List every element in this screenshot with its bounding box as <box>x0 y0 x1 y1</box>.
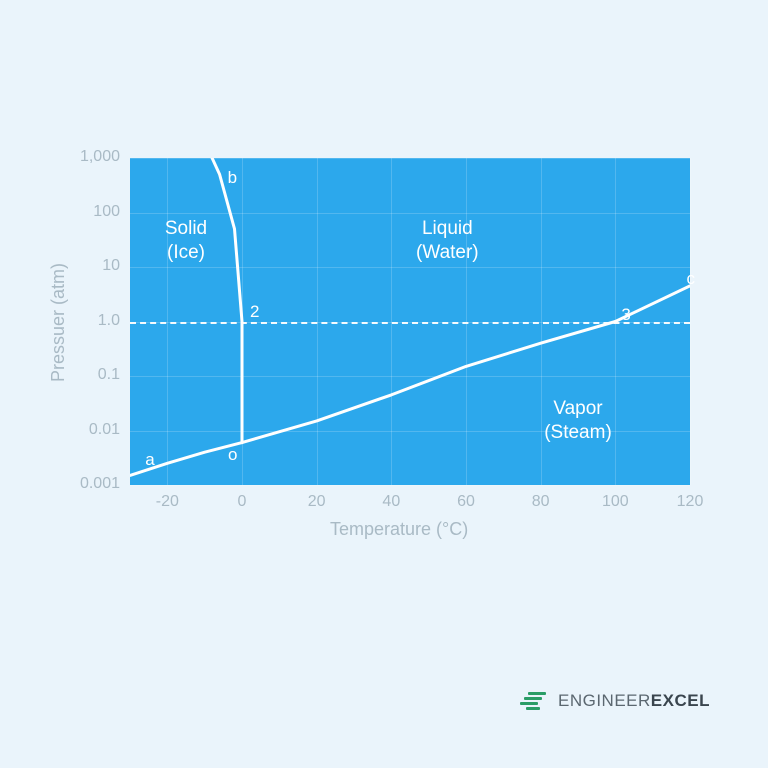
canvas: Pressuer (atm) Temperature (°C) ENGINEER… <box>0 0 768 768</box>
phase-curves <box>0 0 768 768</box>
curve-fusion <box>212 158 242 443</box>
region-label-vapor: Vapor(Steam) <box>528 397 628 445</box>
point-label-p2: 2 <box>250 302 259 322</box>
point-label-o: o <box>228 445 237 465</box>
point-label-a: a <box>145 450 154 470</box>
region-label-liquid: Liquid(Water) <box>397 217 497 265</box>
region-label-solid: Solid(Ice) <box>136 217 236 265</box>
point-label-c: c <box>687 269 696 289</box>
point-label-b: b <box>228 168 237 188</box>
point-label-p3: 3 <box>621 305 630 325</box>
